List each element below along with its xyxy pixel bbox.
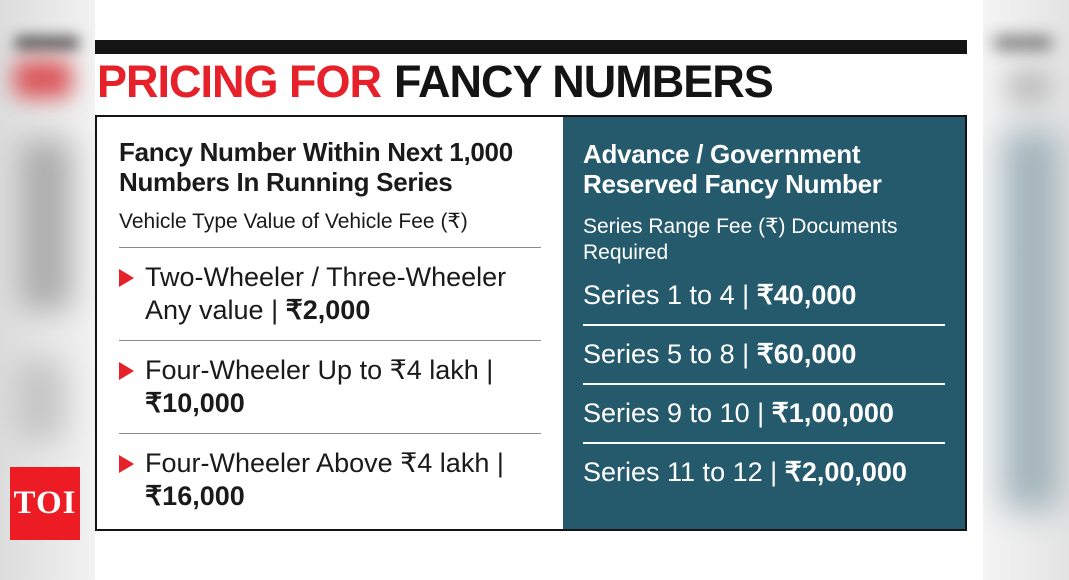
table-row: Series 1 to 4 | ₹40,000 [583, 280, 945, 311]
right-panel-heading: Advance / Government Reserved Fancy Numb… [583, 139, 882, 200]
list-item-text: Four-Wheeler Up to ₹4 lakh | ₹10,000 [145, 354, 541, 420]
row-label: Series 11 to 12 | [583, 457, 785, 488]
blur-artifact [20, 140, 72, 310]
arrow-bullet-icon [119, 361, 134, 380]
blur-artifact [993, 36, 1053, 50]
divider [119, 432, 541, 434]
divider [119, 246, 541, 248]
list-item-text: Two-Wheeler / Three-Wheeler Any value | … [145, 261, 541, 327]
toi-logo: TOI [10, 467, 80, 540]
item-fee: ₹10,000 [145, 387, 245, 418]
divider [583, 383, 945, 386]
left-panel-heading: Fancy Number Within Next 1,000 Numbers I… [119, 137, 513, 198]
table-row: Series 5 to 8 | ₹60,000 [583, 339, 945, 370]
right-panel-subheading: Series Range Fee (₹) Documents Required [583, 214, 898, 265]
top-rule [95, 40, 967, 54]
toi-logo-text: TOI [13, 485, 77, 521]
table-row: Series 9 to 10 | ₹1,00,000 [583, 398, 945, 429]
row-label: Series 1 to 4 | [583, 280, 757, 311]
blur-artifact [1003, 130, 1059, 510]
row-fee: ₹1,00,000 [771, 398, 894, 429]
right-panel-reserved-numbers: Advance / Government Reserved Fancy Numb… [563, 117, 965, 529]
item-label: Four-Wheeler Above ₹4 lakh | [145, 447, 504, 478]
list-item-text: Four-Wheeler Above ₹4 lakh | ₹16,000 [145, 447, 541, 513]
arrow-bullet-icon [119, 454, 134, 473]
row-fee: ₹60,000 [756, 339, 857, 370]
table-row: Series 11 to 12 | ₹2,00,000 [583, 457, 945, 488]
list-item: Four-Wheeler Up to ₹4 lakh | ₹10,000 [119, 354, 541, 420]
row-label: Series 5 to 8 | [583, 339, 757, 370]
blur-artifact [1007, 70, 1051, 104]
blur-artifact [16, 360, 66, 440]
divider [119, 339, 541, 341]
item-label: Four-Wheeler Up to ₹4 lakh | [145, 354, 494, 385]
item-label: Two-Wheeler / Three-Wheeler Any value | [145, 261, 507, 325]
list-item: Four-Wheeler Above ₹4 lakh | ₹16,000 [119, 447, 541, 513]
page-title: PRICING FOR FANCY NUMBERS [97, 56, 774, 108]
blur-artifact [14, 36, 80, 50]
divider [583, 442, 945, 445]
divider [583, 324, 945, 327]
page-title-black: FANCY NUMBERS [394, 56, 774, 107]
row-fee: ₹2,00,000 [784, 457, 907, 488]
left-panel-subheading: Vehicle Type Value of Vehicle Fee (₹) [119, 209, 468, 233]
blurred-edge-right [983, 0, 1069, 580]
pricing-table: Fancy Number Within Next 1,000 Numbers I… [95, 115, 967, 531]
left-panel-running-series: Fancy Number Within Next 1,000 Numbers I… [97, 117, 563, 529]
list-item: Two-Wheeler / Three-Wheeler Any value | … [119, 261, 541, 327]
item-fee: ₹2,000 [285, 294, 371, 325]
blur-artifact [14, 60, 72, 98]
page-title-red: PRICING FOR [97, 56, 382, 107]
item-fee: ₹16,000 [145, 480, 245, 511]
row-fee: ₹40,000 [756, 280, 857, 311]
row-label: Series 9 to 10 | [583, 398, 772, 429]
arrow-bullet-icon [119, 268, 134, 287]
